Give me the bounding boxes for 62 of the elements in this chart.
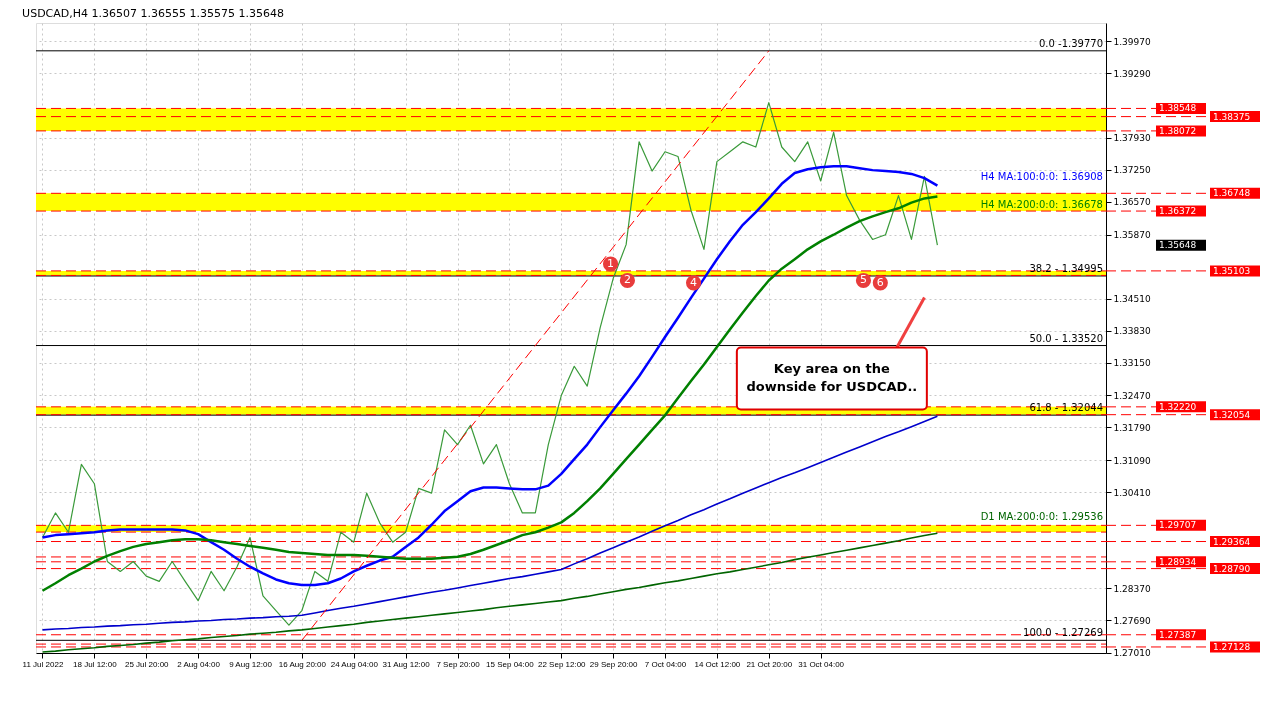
ref-line-label: 1.27128 [1213,641,1251,652]
chart-title: USDCAD,H4 1.36507 1.36555 1.35575 1.35648 [22,7,284,20]
x-tick-label: 25 Jul 20:00 [124,659,170,669]
ref-line-label: 1.27387 [1159,629,1197,640]
x-tick-label: 2 Aug 04:00 [177,659,221,669]
x-tick-label: 7 Oct 04:00 [644,659,687,669]
y-tick-label: 1.31090 [1113,455,1151,466]
annotation: 6 [876,275,884,289]
x-tick-label: 7 Sep 20:00 [436,659,481,669]
ref-line-label: 1.38548 [1159,103,1197,114]
text: 1.35648 [1159,240,1197,251]
y-tick-label: 1.36570 [1113,197,1151,208]
annotation: 4 [690,275,698,289]
ref-line-label: 1.38072 [1159,125,1197,136]
ref-line-label: 1.29707 [1159,520,1197,531]
line-series [41,415,939,631]
x-tick-label: 29 Sep 20:00 [589,659,638,669]
y-tick-label: 1.31790 [1113,422,1151,433]
x-tick-label: 16 Aug 20:00 [278,659,327,669]
ref-line-label: 1.36372 [1159,206,1197,217]
x-tick-label: 31 Oct 04:00 [798,659,845,669]
annotation: Key area on the downside for USDCAD.. [746,361,918,395]
ref-line-label: 1.36748 [1213,188,1251,199]
y-tick-label: 1.27010 [1113,648,1151,659]
line-series [41,102,938,626]
x-tick-label: 15 Sep 04:00 [486,659,535,669]
x-tick-label: 14 Oct 12:00 [694,659,741,669]
y-tick-label: 1.39970 [1113,36,1151,47]
x-tick-label: 24 Aug 04:00 [330,659,379,669]
y-tick-label: 1.33830 [1113,326,1151,337]
y-tick-label: 1.32470 [1113,390,1151,401]
x-tick-label: 11 Jul 2022 [22,659,64,669]
ref-line-label: 1.32054 [1213,409,1251,420]
y-tick-label: 1.27690 [1113,615,1151,626]
x-tick-label: 21 Oct 20:00 [746,659,793,669]
text: D1 MA:200:0:0: 1.29536 [980,511,1103,523]
x-tick-label: 18 Jul 12:00 [73,659,118,669]
text: H4 MA:200:0:0: 1.36678 [980,198,1103,210]
ref-line-label: 1.29364 [1213,536,1251,547]
annotation: 50.0 - 1.33520 [1029,332,1103,344]
ref-line-label: 1.28790 [1213,563,1251,574]
y-tick-label: 1.37930 [1113,133,1151,144]
ref-line-label: 1.38375 [1213,111,1251,122]
line-series [41,532,939,653]
ref-line-label: 1.35103 [1213,265,1251,276]
y-tick-label: 1.34510 [1113,294,1151,305]
x-tick-label: 22 Sep 12:00 [537,659,587,669]
x-tick-label: 9 Aug 12:00 [229,659,273,669]
text: H4 MA:100:0:0: 1.36908 [980,170,1103,182]
y-tick-label: 1.37250 [1113,165,1151,176]
y-tick-label: 1.28370 [1113,583,1151,594]
y-tick-label: 1.35870 [1113,230,1151,241]
annotation: 1 [607,256,615,270]
ref-line-label: 1.28934 [1159,556,1197,567]
ref-line-label: 1.32220 [1159,401,1197,412]
y-tick-label: 1.39290 [1113,68,1151,79]
annotation: 0.0 -1.39770 [1038,37,1103,49]
annotation: 5 [859,273,867,287]
y-tick-label: 1.30410 [1113,487,1151,498]
x-tick-label: 31 Aug 12:00 [382,659,431,669]
y-tick-label: 1.33150 [1113,358,1151,369]
annotation: 2 [623,273,631,287]
